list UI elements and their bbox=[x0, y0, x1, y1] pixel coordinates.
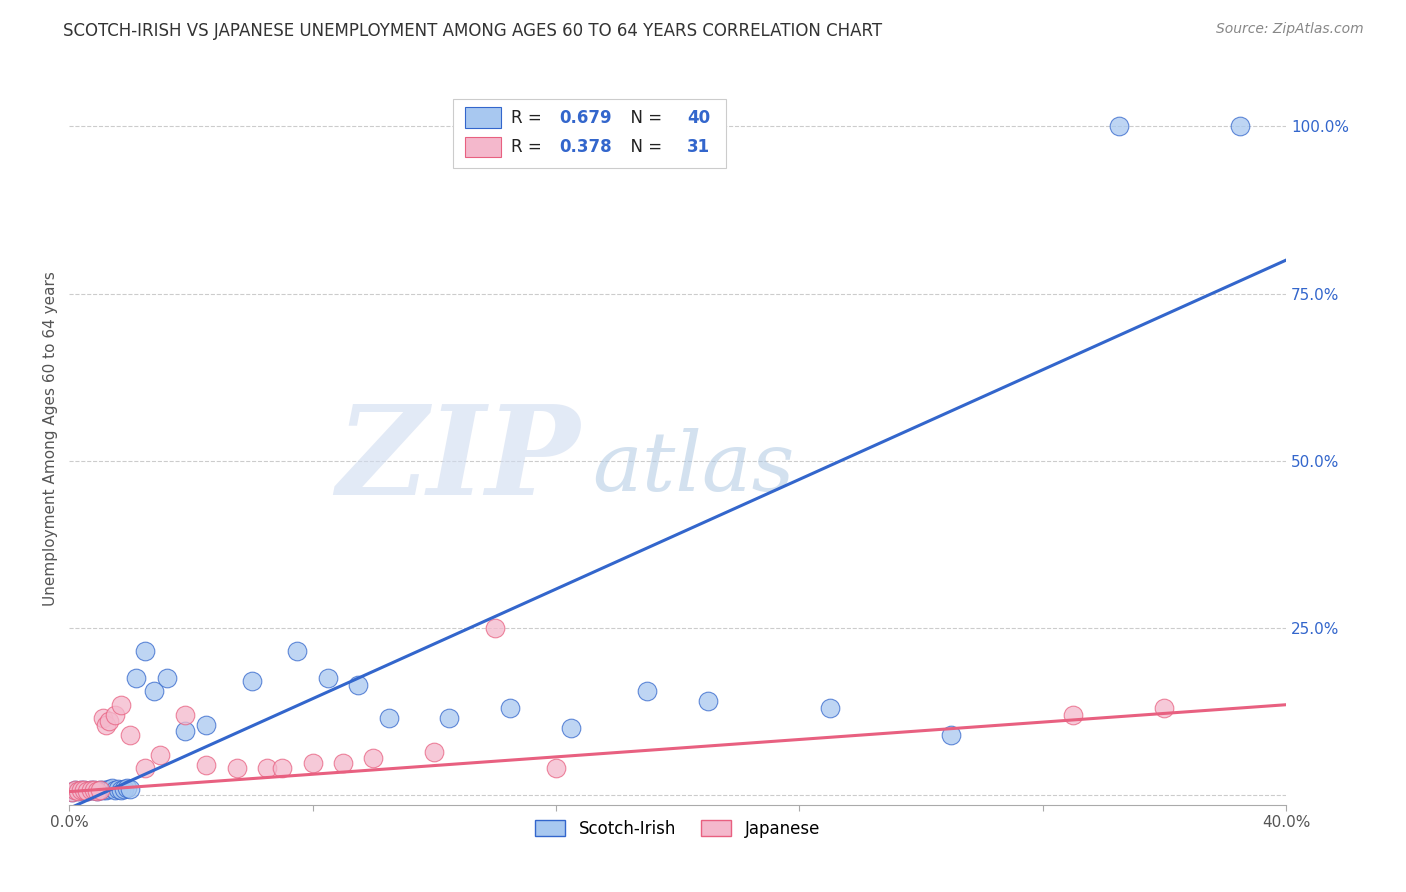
Point bbox=[941, 728, 963, 742]
Text: 40: 40 bbox=[688, 109, 710, 127]
Point bbox=[134, 644, 156, 658]
FancyBboxPatch shape bbox=[453, 99, 727, 169]
Point bbox=[76, 784, 98, 798]
Point bbox=[363, 751, 385, 765]
Point bbox=[89, 782, 111, 797]
Point bbox=[423, 745, 446, 759]
Point bbox=[107, 781, 129, 796]
Point bbox=[94, 718, 117, 732]
Point bbox=[484, 621, 506, 635]
Point bbox=[195, 718, 218, 732]
Point bbox=[256, 761, 278, 775]
FancyBboxPatch shape bbox=[464, 136, 501, 157]
Point bbox=[115, 781, 138, 796]
Point bbox=[60, 784, 83, 798]
Point bbox=[173, 724, 195, 739]
Point bbox=[83, 782, 105, 797]
Text: 0.378: 0.378 bbox=[560, 138, 612, 156]
Point bbox=[332, 756, 354, 770]
Point bbox=[94, 782, 117, 797]
Point bbox=[97, 781, 120, 796]
Point bbox=[818, 701, 841, 715]
Point bbox=[149, 747, 172, 762]
Point bbox=[1229, 120, 1251, 134]
Point bbox=[271, 761, 294, 775]
FancyBboxPatch shape bbox=[464, 107, 501, 128]
Point bbox=[155, 671, 177, 685]
Point bbox=[1062, 707, 1084, 722]
Point bbox=[1108, 120, 1130, 134]
Point bbox=[70, 783, 93, 797]
Point bbox=[97, 714, 120, 729]
Text: atlas: atlas bbox=[592, 428, 794, 508]
Point bbox=[104, 707, 127, 722]
Text: ZIP: ZIP bbox=[336, 401, 581, 522]
Point bbox=[134, 761, 156, 775]
Point bbox=[112, 781, 135, 796]
Point bbox=[101, 781, 124, 796]
Text: N =: N = bbox=[620, 109, 668, 127]
Point bbox=[173, 707, 195, 722]
Point bbox=[76, 784, 98, 798]
Point bbox=[636, 684, 658, 698]
Point bbox=[301, 756, 323, 770]
Point bbox=[79, 783, 101, 797]
Point bbox=[125, 671, 148, 685]
Point bbox=[120, 728, 142, 742]
Text: R =: R = bbox=[510, 109, 547, 127]
Point bbox=[86, 784, 108, 798]
Point bbox=[83, 782, 105, 797]
Text: 31: 31 bbox=[688, 138, 710, 156]
Point bbox=[73, 782, 96, 797]
Point bbox=[86, 784, 108, 798]
Point bbox=[347, 678, 370, 692]
Point bbox=[544, 761, 567, 775]
Point bbox=[91, 783, 114, 797]
Legend: Scotch-Irish, Japanese: Scotch-Irish, Japanese bbox=[529, 813, 827, 844]
Point bbox=[67, 784, 90, 798]
Point bbox=[439, 711, 461, 725]
Point bbox=[225, 761, 247, 775]
Point bbox=[195, 758, 218, 772]
Point bbox=[67, 784, 90, 798]
Point bbox=[65, 782, 87, 797]
Point bbox=[110, 698, 132, 712]
Text: R =: R = bbox=[510, 138, 547, 156]
Point bbox=[377, 711, 399, 725]
Point bbox=[104, 782, 127, 797]
Point bbox=[60, 784, 83, 798]
Text: N =: N = bbox=[620, 138, 668, 156]
Point bbox=[316, 671, 339, 685]
Text: 0.679: 0.679 bbox=[560, 109, 612, 127]
Point bbox=[697, 694, 720, 708]
Point bbox=[73, 782, 96, 797]
Text: SCOTCH-IRISH VS JAPANESE UNEMPLOYMENT AMONG AGES 60 TO 64 YEARS CORRELATION CHAR: SCOTCH-IRISH VS JAPANESE UNEMPLOYMENT AM… bbox=[63, 22, 883, 40]
Point bbox=[1153, 701, 1175, 715]
Text: Source: ZipAtlas.com: Source: ZipAtlas.com bbox=[1216, 22, 1364, 37]
Point bbox=[70, 783, 93, 797]
Point bbox=[240, 674, 263, 689]
Point bbox=[110, 782, 132, 797]
Point bbox=[120, 781, 142, 796]
Y-axis label: Unemployment Among Ages 60 to 64 years: Unemployment Among Ages 60 to 64 years bbox=[44, 271, 58, 607]
Point bbox=[285, 644, 308, 658]
Point bbox=[79, 783, 101, 797]
Point bbox=[65, 782, 87, 797]
Point bbox=[89, 782, 111, 797]
Point bbox=[499, 701, 522, 715]
Point bbox=[143, 684, 166, 698]
Point bbox=[91, 711, 114, 725]
Point bbox=[560, 721, 582, 735]
